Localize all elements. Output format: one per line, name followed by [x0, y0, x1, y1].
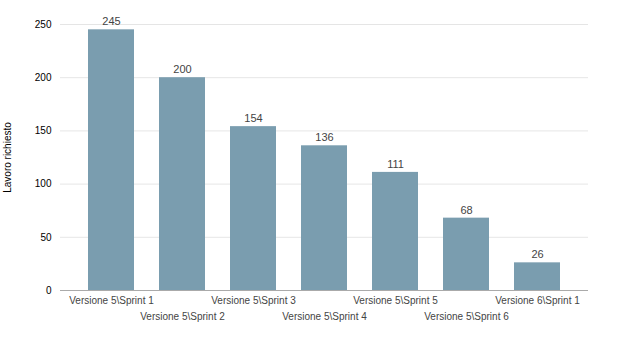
svg-text:Versione 5\Sprint 3: Versione 5\Sprint 3	[211, 295, 296, 306]
svg-text:Versione 5\Sprint 2: Versione 5\Sprint 2	[140, 311, 225, 322]
svg-text:0: 0	[46, 285, 52, 296]
svg-text:154: 154	[244, 112, 262, 124]
svg-text:Versione 5\Sprint 4: Versione 5\Sprint 4	[282, 311, 367, 322]
svg-text:50: 50	[40, 232, 52, 243]
svg-text:Versione 6\Sprint 1: Versione 6\Sprint 1	[495, 295, 580, 306]
svg-text:Versione 5\Sprint 6: Versione 5\Sprint 6	[424, 311, 509, 322]
svg-text:150: 150	[35, 125, 52, 136]
svg-text:68: 68	[460, 204, 472, 216]
svg-text:100: 100	[35, 178, 52, 189]
svg-text:136: 136	[315, 131, 333, 143]
svg-text:Versione 5\Sprint 1: Versione 5\Sprint 1	[69, 295, 154, 306]
svg-text:200: 200	[173, 63, 191, 75]
svg-text:26: 26	[531, 248, 543, 260]
svg-text:245: 245	[102, 15, 120, 27]
svg-text:111: 111	[387, 158, 404, 170]
svg-text:200: 200	[35, 72, 52, 83]
svg-text:Versione 5\Sprint 5: Versione 5\Sprint 5	[353, 295, 438, 306]
svg-text:Lavoro richiesto: Lavoro richiesto	[2, 122, 13, 193]
svg-text:250: 250	[35, 19, 52, 30]
